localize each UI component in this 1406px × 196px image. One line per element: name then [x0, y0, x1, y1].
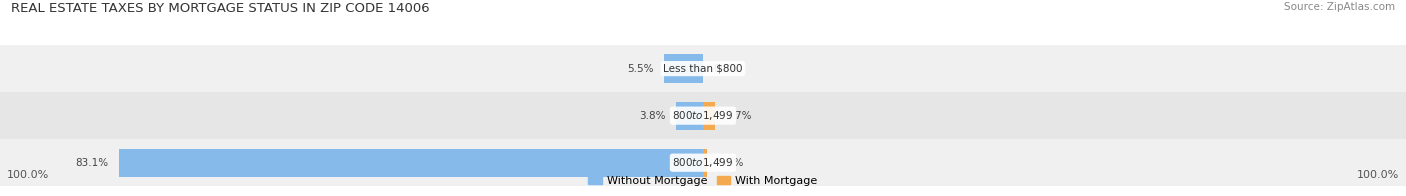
Text: 100.0%: 100.0% — [7, 170, 49, 180]
Text: 0.0%: 0.0% — [713, 64, 740, 74]
Text: Less than $800: Less than $800 — [664, 64, 742, 74]
Bar — [0, 45, 1406, 92]
Text: $800 to $1,499: $800 to $1,499 — [672, 156, 734, 169]
Text: 0.6%: 0.6% — [718, 158, 744, 168]
Text: 1.7%: 1.7% — [725, 111, 752, 121]
Bar — [120, 149, 703, 177]
Legend: Without Mortgage, With Mortgage: Without Mortgage, With Mortgage — [583, 172, 823, 191]
Bar — [0, 92, 1406, 139]
Bar — [703, 102, 716, 130]
Text: Source: ZipAtlas.com: Source: ZipAtlas.com — [1284, 2, 1395, 12]
Bar — [676, 102, 703, 130]
Text: $800 to $1,499: $800 to $1,499 — [672, 109, 734, 122]
Bar — [665, 54, 703, 83]
Text: 5.5%: 5.5% — [627, 64, 654, 74]
Text: 83.1%: 83.1% — [75, 158, 108, 168]
Bar — [703, 149, 707, 177]
Text: 3.8%: 3.8% — [640, 111, 666, 121]
Bar — [0, 139, 1406, 186]
Text: 100.0%: 100.0% — [1357, 170, 1399, 180]
Text: REAL ESTATE TAXES BY MORTGAGE STATUS IN ZIP CODE 14006: REAL ESTATE TAXES BY MORTGAGE STATUS IN … — [11, 2, 430, 15]
